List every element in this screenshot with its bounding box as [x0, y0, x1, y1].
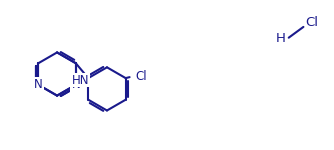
Text: N: N — [34, 78, 43, 91]
Text: H: H — [276, 32, 286, 45]
Text: Cl: Cl — [136, 70, 147, 83]
Text: HN: HN — [72, 74, 90, 87]
Text: N: N — [71, 78, 80, 91]
Text: Cl: Cl — [305, 16, 318, 30]
